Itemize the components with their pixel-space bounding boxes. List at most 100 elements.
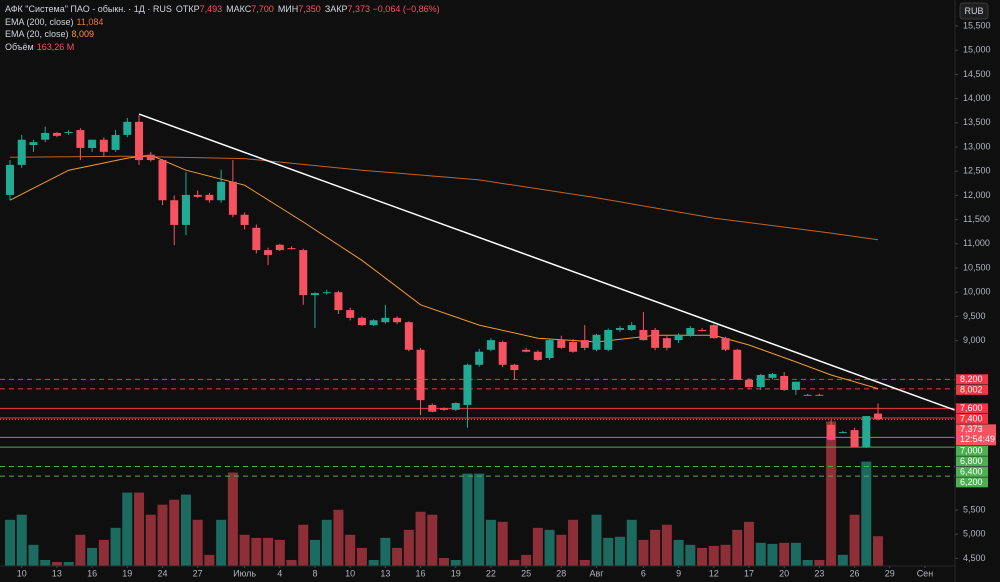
candle-body (357, 317, 366, 326)
candle-body (369, 320, 378, 326)
y-tick-label: 14,500 (963, 69, 991, 79)
ohlc-value: 7,493 (199, 4, 223, 14)
indicator-name: EMA (200, close) (5, 16, 74, 27)
indicator-name: EMA (20, close) (5, 29, 69, 39)
candle-body (498, 342, 507, 365)
candle-body (756, 374, 765, 388)
volume-bar (439, 557, 450, 566)
volume-bar (779, 542, 790, 566)
candle-body (803, 394, 812, 396)
ohlc-label: ЗАКР (324, 4, 348, 14)
candle-body (440, 408, 449, 410)
x-tick-label: 24 (157, 568, 167, 578)
volume-bar (521, 554, 532, 566)
volume-bar (274, 539, 285, 566)
currency-box[interactable] (959, 2, 989, 20)
x-tick-label: Июль (233, 568, 256, 578)
volume-bar (509, 559, 520, 566)
candle-body (41, 132, 50, 140)
candle-body (310, 293, 319, 296)
volume-bar (51, 561, 62, 566)
volume-bar (333, 509, 344, 566)
volume-bar (790, 542, 801, 566)
volume-bar (579, 559, 590, 566)
volume-bar (708, 545, 719, 566)
volume-bar (239, 534, 250, 566)
level-tag (956, 477, 988, 488)
plot (0, 113, 956, 566)
level-tag-label: 6,200 (960, 477, 983, 487)
volume-bar (345, 534, 356, 566)
candle-body (64, 131, 73, 133)
candle-body (838, 432, 847, 434)
candle-body (604, 329, 613, 350)
level-tag (956, 403, 988, 414)
ohlc-value: 7,350 (298, 4, 321, 14)
level-tag-label: 8,002 (960, 385, 983, 395)
volume-bar (110, 527, 121, 566)
ema200-row[interactable]: EMA (200, close) 11,084 (5, 16, 440, 29)
candle-body (615, 328, 624, 330)
y-tick-label: 15,500 (963, 20, 991, 30)
candle-body (158, 160, 167, 201)
y-tick-label: 11,000 (963, 238, 990, 248)
candle-body (146, 154, 155, 161)
indicator-value: 11,084 (76, 16, 104, 27)
y-tick-label: 14,000 (963, 93, 991, 103)
candle-body (17, 139, 26, 165)
y-tick-label: 13,500 (963, 117, 991, 127)
axes: 15,500 15,000 14,500 14,000 13,500 13,000 12,5… (17, 20, 996, 578)
candle-body (334, 292, 343, 311)
volume-bar (356, 547, 367, 566)
volume-bar (98, 539, 109, 566)
volume-bar (286, 559, 297, 566)
volume-bar (63, 561, 74, 566)
volume-bar (556, 534, 567, 566)
candle-body (569, 342, 578, 352)
ohlc-label: ОТКР (175, 4, 200, 14)
candle-body (205, 194, 214, 201)
x-tick-label: 29 (885, 568, 895, 578)
y-tick-label: 5,000 (963, 529, 986, 539)
candle-body (592, 334, 601, 350)
x-tick-label: 17 (744, 568, 754, 578)
ema20-row[interactable]: EMA (20, close) 8,009 (5, 28, 440, 41)
y-tick-label: 5,500 (963, 504, 986, 514)
countdown: 12:54:49 (960, 434, 995, 444)
candle-body (88, 139, 97, 148)
volume-bar (450, 559, 461, 566)
candle-body (393, 317, 402, 323)
level-tag-label: 6,800 (960, 456, 983, 466)
candle-body (240, 214, 249, 225)
change: −0,064 (−0,86%) (372, 4, 440, 14)
candle-body (686, 328, 695, 335)
last-price-label: 7,373 (960, 424, 983, 434)
x-tick-label: 8 (312, 568, 317, 578)
candle-body (510, 364, 519, 371)
candle-body (287, 248, 296, 250)
level-tag (956, 445, 988, 456)
x-tick-label: 19 (122, 568, 132, 578)
volume-bar (485, 519, 496, 566)
level-tag (956, 374, 988, 385)
x-tick-label: 25 (521, 568, 531, 578)
symbol: АФК "Система" ПАО - обыкн. · 1Д · RUS (5, 4, 172, 14)
legend: АФК "Система" ПАО - обыкн. · 1Д · RUS ОТК… (5, 3, 440, 53)
volume-bar (403, 529, 414, 566)
last-price-tag (956, 424, 996, 446)
level-tag-label: 7,400 (960, 414, 983, 424)
volume-bar (650, 529, 661, 566)
candle-body (533, 351, 542, 360)
candle-body (780, 375, 789, 390)
volume-bar (180, 494, 191, 566)
candle-body (768, 373, 777, 378)
candle-body (346, 310, 355, 318)
volume-bar (5, 519, 15, 566)
candle-body (76, 130, 85, 148)
candle-body (111, 134, 120, 150)
candle-body (674, 334, 683, 341)
ohlc: ОТКР7,493 МАКС7,700 МИН7,350 ЗАКР7,373 (172, 4, 370, 14)
x-tick-label: 4 (277, 568, 282, 578)
ohlc-label: МАКС (226, 4, 252, 14)
volume-row[interactable]: Объём 163,26 M (5, 41, 440, 54)
